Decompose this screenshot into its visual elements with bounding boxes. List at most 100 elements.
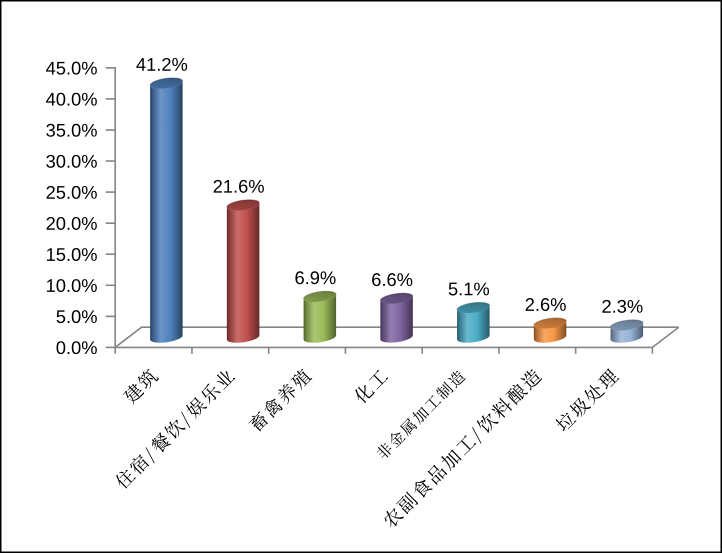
glyph xyxy=(67,134,70,137)
category-glyph xyxy=(505,384,528,406)
glyph xyxy=(46,154,55,168)
category-glyph xyxy=(122,384,145,405)
cylinder-top-rim xyxy=(149,77,184,86)
category-glyph xyxy=(555,412,577,432)
glyph xyxy=(234,190,237,193)
category-glyph xyxy=(151,432,172,453)
bar-cylinder-5 xyxy=(533,317,567,343)
category-labels xyxy=(116,368,620,528)
glyph xyxy=(56,186,66,199)
glyph xyxy=(157,68,160,71)
bar-cylinder-6 xyxy=(610,319,644,343)
category-label-6 xyxy=(555,368,620,432)
glyph xyxy=(56,310,66,324)
glyph xyxy=(248,179,264,193)
category-glyph xyxy=(396,491,418,515)
y-axis-label xyxy=(56,310,97,324)
category-glyph xyxy=(597,368,620,390)
glyph xyxy=(448,282,458,296)
glyph xyxy=(47,248,55,261)
cylinder-body xyxy=(150,81,183,343)
category-glyph xyxy=(384,508,404,528)
glyph xyxy=(67,289,70,292)
data-labels xyxy=(136,57,643,313)
category-label-0 xyxy=(122,369,159,405)
bars xyxy=(149,77,644,343)
glyph xyxy=(474,282,490,296)
category-glyph xyxy=(427,464,448,485)
category-glyph xyxy=(185,397,208,420)
glyph xyxy=(397,273,413,287)
category-label-3 xyxy=(355,370,389,404)
cylinder-top-rim xyxy=(226,199,260,208)
category-label-2 xyxy=(248,369,313,432)
cylinder-top xyxy=(533,318,567,329)
glyph xyxy=(613,310,616,313)
glyph xyxy=(617,299,627,313)
glyph xyxy=(81,92,97,106)
cylinder-top-rim xyxy=(303,290,337,299)
data-label xyxy=(372,273,413,287)
glyph xyxy=(224,180,233,193)
glyph xyxy=(81,186,97,199)
category-glyph xyxy=(181,411,191,428)
glyph xyxy=(320,271,336,285)
x-axis xyxy=(114,346,654,354)
glyph xyxy=(136,58,146,71)
category-glyph xyxy=(414,479,433,498)
glyph xyxy=(47,279,55,292)
glyph xyxy=(46,185,55,199)
data-label xyxy=(602,299,643,313)
cylinder-body xyxy=(533,321,567,343)
glyph xyxy=(46,61,56,75)
cylinder-top-rim xyxy=(456,302,491,311)
glyph xyxy=(67,165,70,168)
category-glyph xyxy=(137,369,159,389)
category-glyph xyxy=(368,370,389,390)
glyph xyxy=(67,227,70,230)
glyph xyxy=(81,279,97,292)
category-glyph xyxy=(399,418,418,437)
glyph xyxy=(295,271,304,285)
category-glyph xyxy=(456,435,477,456)
glyph xyxy=(627,299,643,313)
glyph xyxy=(387,273,396,287)
glyph xyxy=(602,299,611,313)
category-glyph xyxy=(277,384,295,405)
glyph xyxy=(550,298,566,311)
cylinder-top-rim xyxy=(610,319,644,328)
glyph xyxy=(525,298,534,311)
category-glyph xyxy=(412,407,430,425)
glyph xyxy=(67,196,70,199)
y-axis-label xyxy=(46,123,97,137)
glyph xyxy=(81,154,97,168)
category-glyph xyxy=(116,470,137,489)
category-glyph xyxy=(145,447,155,464)
data-label xyxy=(136,57,188,71)
cylinder-body xyxy=(303,294,337,343)
cylinder-top xyxy=(610,319,644,331)
y-axis-label xyxy=(47,279,97,293)
cylinder-body xyxy=(457,305,490,343)
glyph xyxy=(56,123,66,137)
glyph xyxy=(81,217,97,230)
cylinder-top xyxy=(303,291,337,303)
glyph xyxy=(383,283,385,286)
glyph xyxy=(306,282,309,285)
cylinder-top xyxy=(226,199,260,211)
glyph xyxy=(81,61,97,75)
bar-cylinder-3 xyxy=(379,292,414,343)
floor-3d xyxy=(114,326,680,349)
glyph xyxy=(81,248,97,261)
y-axis-label xyxy=(47,248,97,261)
category-glyph xyxy=(201,383,221,405)
cylinder-body xyxy=(610,323,644,343)
glyph xyxy=(459,293,462,296)
glyph xyxy=(172,58,188,71)
category-glyph xyxy=(129,454,150,475)
data-label xyxy=(295,271,336,285)
glyph xyxy=(81,123,97,137)
cylinder-top xyxy=(457,302,490,314)
category-glyph xyxy=(569,397,591,417)
